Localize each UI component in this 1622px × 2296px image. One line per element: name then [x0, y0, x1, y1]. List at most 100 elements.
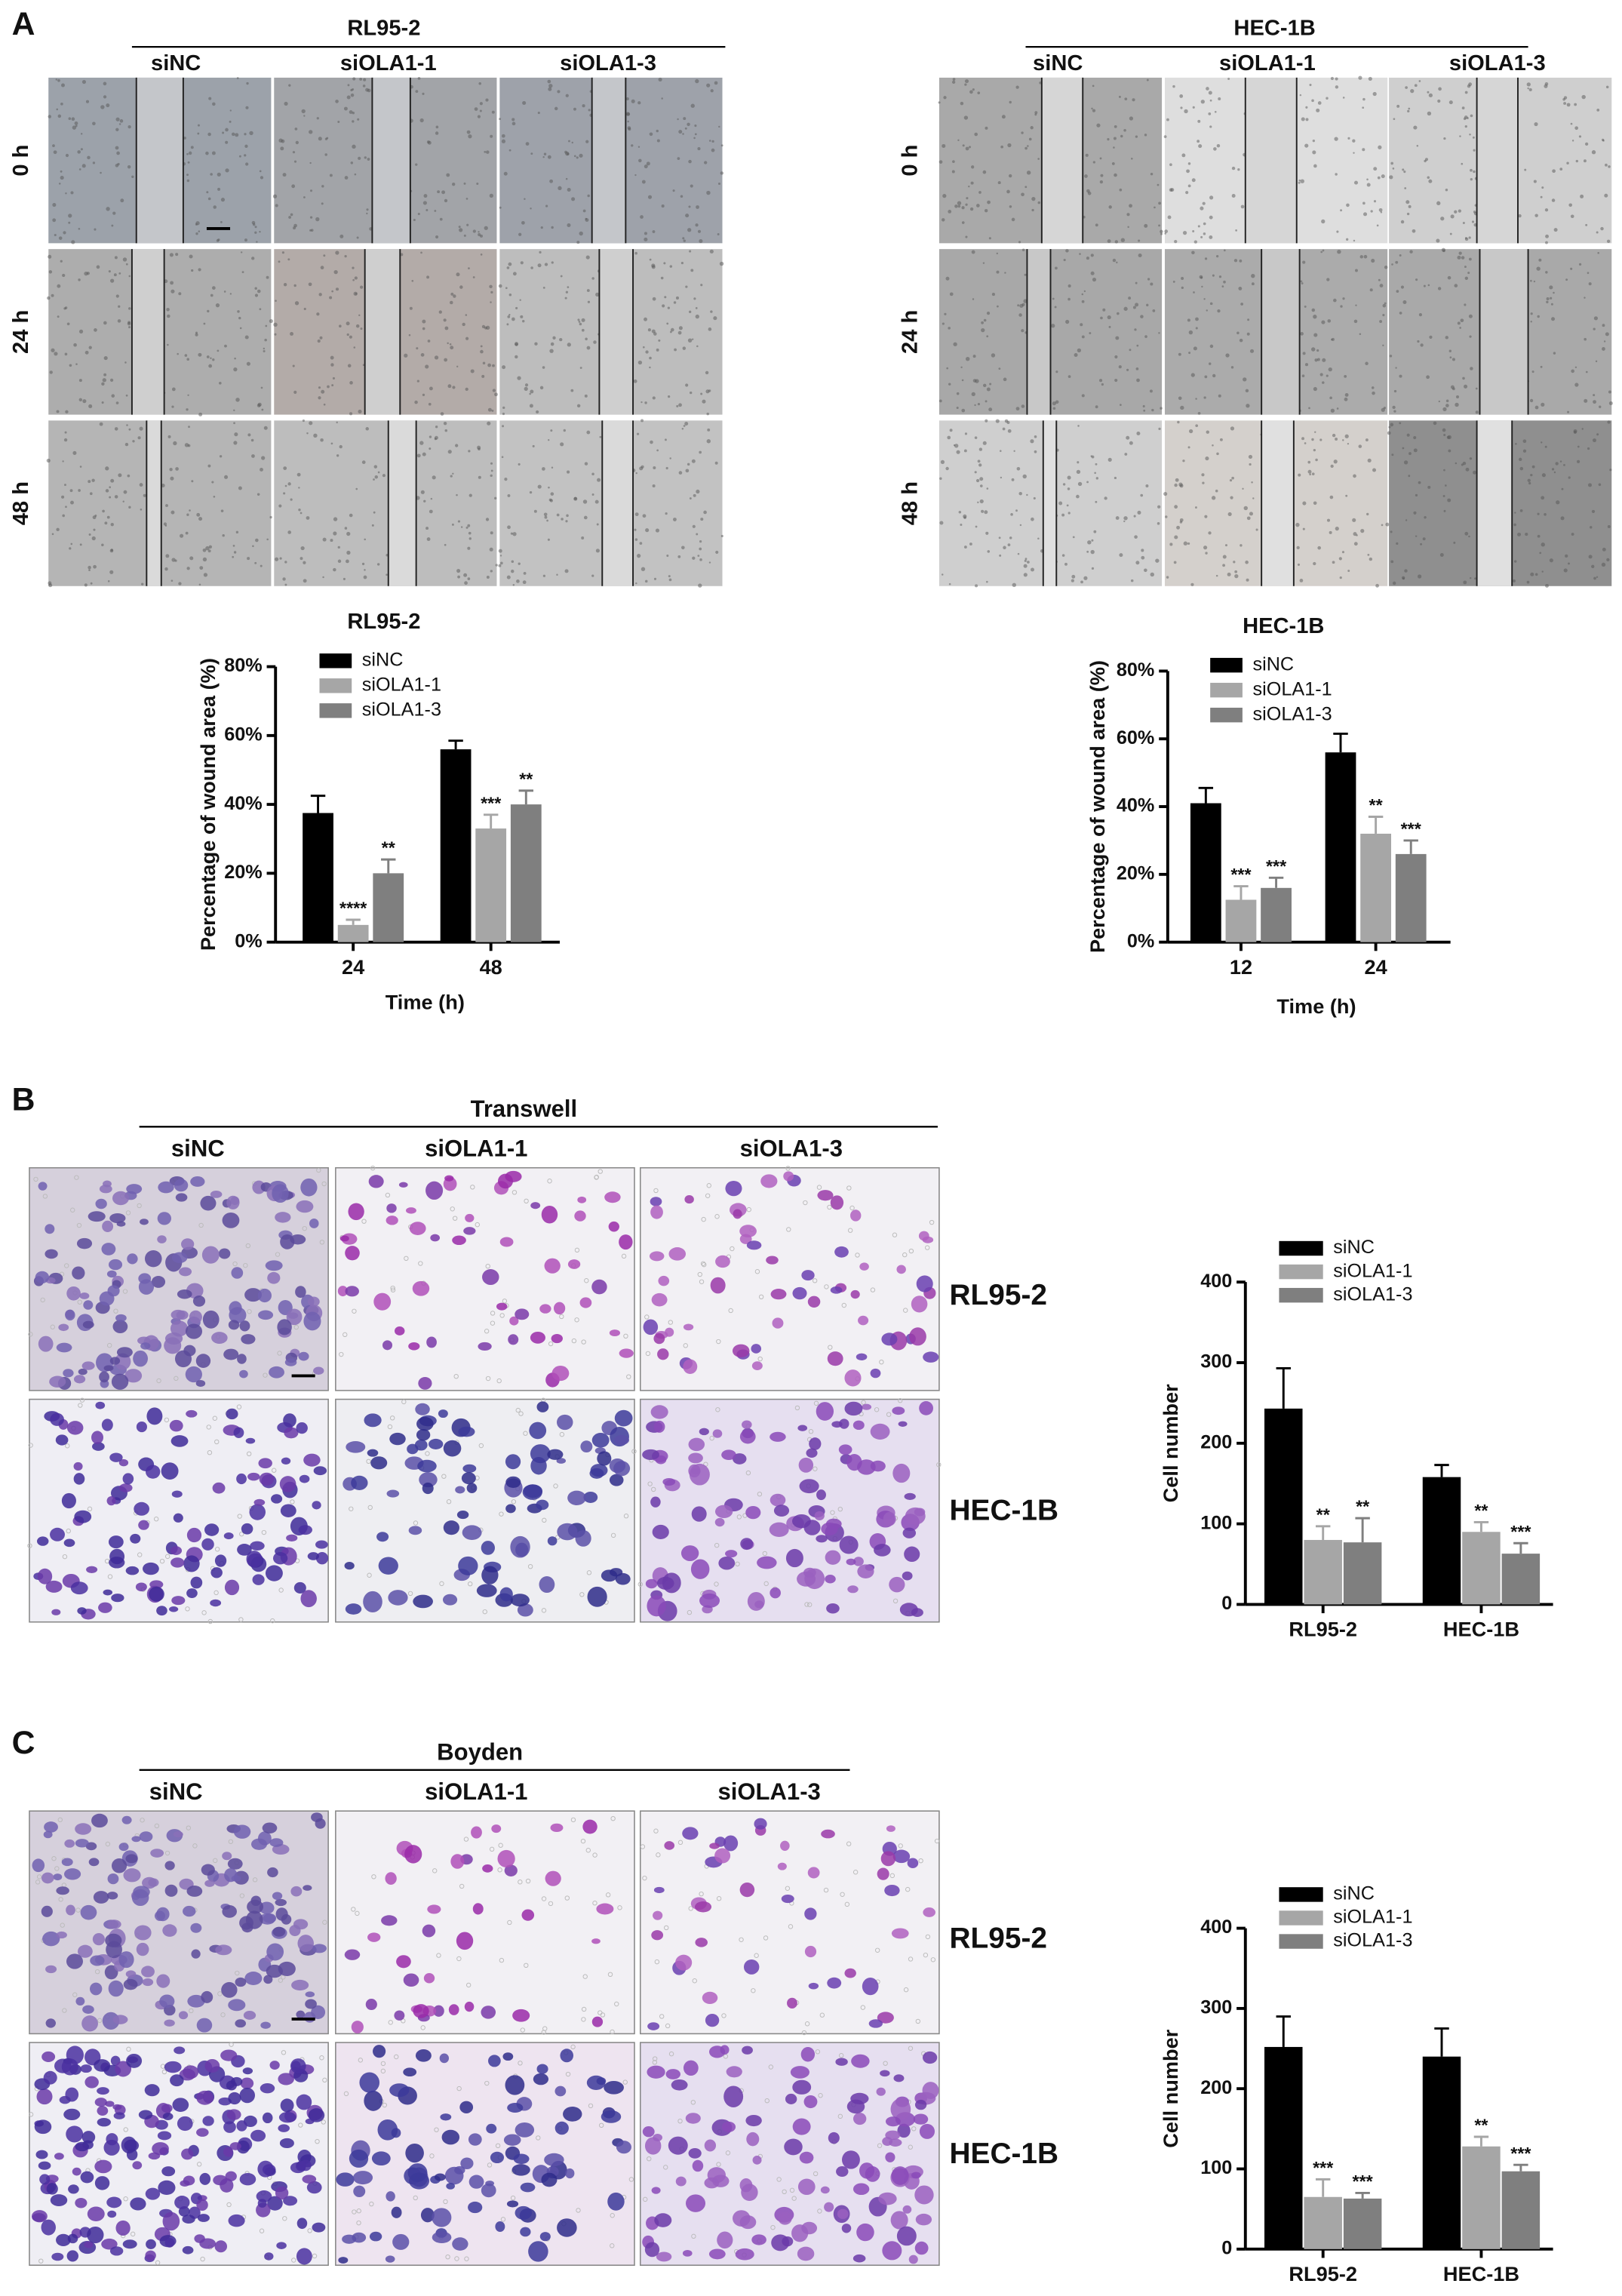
cell-speck	[688, 205, 691, 208]
cell-speck	[64, 484, 66, 487]
cell-speck	[645, 528, 650, 533]
pore	[64, 1263, 69, 1268]
cell-speck	[1393, 118, 1396, 121]
cell-speck	[1021, 303, 1025, 306]
pore	[413, 2195, 418, 2201]
stained-cell	[303, 1453, 321, 1467]
stained-cell	[244, 1288, 263, 1302]
pore	[553, 1483, 558, 1489]
stained-cell	[691, 1506, 707, 1522]
cell-speck	[997, 181, 1001, 185]
error-bar	[1473, 2135, 1489, 2147]
cell-speck	[207, 309, 210, 313]
cell-speck	[971, 250, 975, 254]
pore	[75, 1907, 81, 1913]
pore	[654, 1959, 660, 1965]
pore	[485, 1375, 491, 1382]
stained-cell	[792, 2118, 811, 2135]
cell-speck	[1212, 274, 1215, 277]
cell-speck	[362, 85, 366, 88]
stained-cell	[551, 1333, 563, 1344]
stained-cell	[752, 2155, 762, 2165]
cell-speck	[591, 493, 594, 496]
cell-speck	[1054, 306, 1057, 309]
pore	[185, 1606, 190, 1612]
stained-cell	[870, 1368, 881, 1379]
cell-speck	[591, 472, 594, 476]
cell-speck	[524, 383, 529, 387]
cell-speck	[1391, 263, 1393, 266]
cell-speck	[251, 220, 256, 225]
stained-cell	[751, 2234, 766, 2245]
cell-speck	[1023, 564, 1028, 568]
cell-speck	[1164, 232, 1166, 235]
cell-speck	[1445, 188, 1448, 192]
cell-speck	[1474, 577, 1477, 580]
cell-speck	[568, 140, 570, 143]
cell-speck	[1021, 329, 1025, 333]
cell-speck	[363, 78, 367, 81]
stained-cell	[345, 1286, 359, 1297]
cell-speck	[213, 205, 217, 209]
cell-speck	[244, 154, 247, 157]
cell-speck	[1513, 523, 1516, 527]
stained-cell	[272, 1926, 286, 1937]
stained-cell	[45, 1224, 55, 1234]
stained-cell	[497, 1849, 515, 1868]
stained-cell	[739, 1883, 755, 1898]
cell-speck	[456, 365, 459, 367]
cell-speck	[114, 495, 118, 499]
cell-speck	[1209, 99, 1212, 102]
cell-speck	[1187, 162, 1191, 165]
cell-speck	[427, 340, 431, 343]
stained-cell	[846, 1454, 862, 1471]
cell-speck	[435, 125, 439, 129]
cell-speck	[1390, 161, 1393, 165]
cell-speck	[298, 509, 301, 512]
stained-cell	[202, 2116, 214, 2126]
cell-speck	[65, 506, 67, 509]
cell-speck	[1034, 450, 1037, 453]
stained-cell	[127, 1253, 138, 1265]
cell-speck	[585, 337, 588, 341]
stained-cell	[192, 1295, 206, 1307]
stained-cell	[258, 1458, 272, 1469]
pore	[307, 2228, 312, 2233]
cell-speck	[1530, 321, 1532, 323]
stained-cell	[690, 1559, 710, 1579]
legend-label: siOLA1-1	[1333, 1260, 1412, 1281]
cell-speck	[303, 196, 306, 198]
cell-speck	[948, 327, 951, 330]
stained-cell	[760, 1174, 778, 1188]
cell-speck	[93, 564, 97, 569]
cell-speck	[1537, 534, 1541, 538]
stained-cell	[733, 2210, 751, 2227]
cell-speck	[318, 137, 322, 141]
pore	[598, 2122, 604, 2128]
cell-speck	[450, 300, 453, 305]
cell-speck	[1127, 226, 1129, 229]
stained-cell	[541, 2172, 558, 2187]
cell-speck	[530, 389, 534, 394]
cell-speck	[333, 567, 336, 572]
cell-speck	[507, 315, 511, 318]
cell-speck	[700, 284, 703, 287]
cell-speck	[1312, 140, 1316, 143]
cell-speck	[60, 260, 63, 263]
stained-cell	[308, 2108, 325, 2122]
cell-speck	[1461, 162, 1464, 165]
stained-cell	[619, 1348, 634, 1358]
cell-speck	[688, 159, 692, 164]
cell-speck	[1249, 512, 1253, 516]
pore	[725, 2150, 731, 2156]
cell-speck	[317, 339, 321, 343]
cell-speck	[1000, 476, 1003, 479]
cell-speck	[1541, 441, 1543, 444]
stained-cell	[515, 1308, 530, 1320]
cell-speck	[1331, 338, 1333, 341]
pore	[536, 2135, 541, 2141]
cell-speck	[373, 465, 378, 469]
cell-speck	[170, 476, 174, 481]
stained-cell	[239, 1369, 248, 1379]
cell-speck	[1366, 512, 1369, 516]
